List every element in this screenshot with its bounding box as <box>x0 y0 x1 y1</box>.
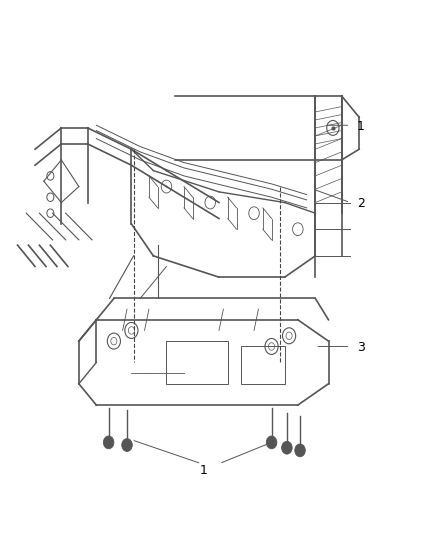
Circle shape <box>284 445 290 451</box>
Text: 1: 1 <box>200 464 208 477</box>
Circle shape <box>103 436 114 449</box>
Circle shape <box>106 439 111 446</box>
Text: 3: 3 <box>357 341 365 354</box>
Text: 1: 1 <box>357 120 365 133</box>
Circle shape <box>297 447 303 454</box>
Circle shape <box>122 439 132 451</box>
Text: 2: 2 <box>357 197 365 210</box>
Circle shape <box>282 441 292 454</box>
Circle shape <box>269 439 274 446</box>
Circle shape <box>266 436 277 449</box>
Circle shape <box>295 444 305 457</box>
Bar <box>241 346 285 384</box>
Circle shape <box>124 442 130 448</box>
Bar <box>166 341 228 384</box>
